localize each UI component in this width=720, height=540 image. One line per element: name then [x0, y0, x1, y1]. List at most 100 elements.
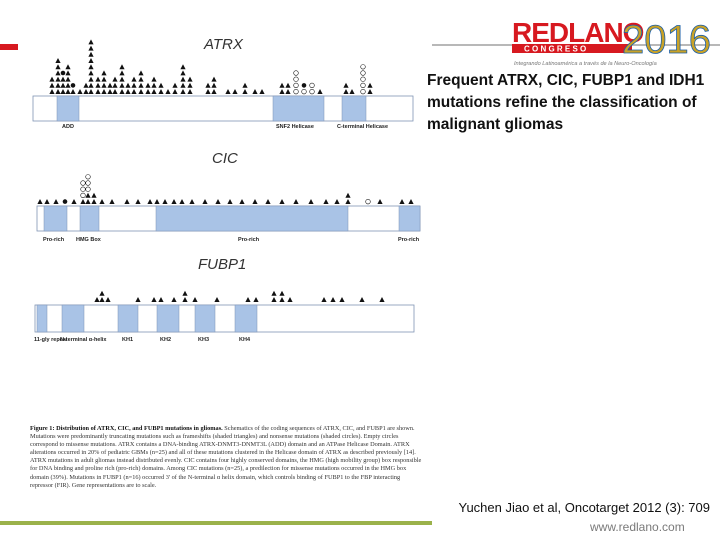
mutation-figure: ATRX ADD SNF2 Helicase C-terminal Helica… [30, 30, 425, 510]
fubp1-domain-kh3 [194, 304, 216, 333]
truncating-mutation-triangle [131, 76, 137, 82]
atrx-label-snf2: SNF2 Helicase [276, 124, 314, 130]
atrx-domain-add [56, 95, 80, 122]
cic-domain-prorich-2 [155, 205, 349, 232]
truncating-mutation-triangle [60, 89, 66, 94]
truncating-mutation-triangle [279, 89, 285, 94]
truncating-mutation-triangle [408, 199, 414, 204]
truncating-mutation-triangle [88, 64, 94, 70]
truncating-mutation-triangle [180, 89, 186, 94]
truncating-mutation-triangle [101, 76, 107, 82]
truncating-mutation-triangle [205, 89, 211, 94]
truncating-mutation-triangle [147, 199, 153, 204]
truncating-mutation-triangle [105, 297, 111, 302]
truncating-mutation-triangle [180, 82, 186, 88]
citation: Yuchen Jiao et al, Oncotarget 2012 (3): … [458, 500, 710, 515]
truncating-mutation-triangle [180, 64, 186, 70]
redlano-logo: REDLANO C O N G R E S O 2016 Integrando … [510, 10, 715, 80]
cic-label-hmg: HMG Box [76, 237, 102, 243]
fubp1-label-kh4: KH4 [239, 337, 251, 343]
missense-mutation-circle [360, 64, 366, 70]
truncating-mutation-triangle [138, 89, 144, 94]
cic-domain-hmg [79, 205, 100, 232]
truncating-mutation-triangle [165, 89, 171, 94]
truncating-mutation-triangle [171, 297, 177, 302]
truncating-mutation-triangle [60, 76, 66, 82]
fubp1-gene-bar [34, 304, 415, 333]
truncating-mutation-triangle [321, 297, 327, 302]
truncating-mutation-triangle [145, 82, 151, 88]
truncating-mutation-triangle [53, 199, 59, 204]
truncating-mutation-triangle [245, 297, 251, 302]
truncating-mutation-triangle [279, 297, 285, 302]
truncating-mutation-triangle [88, 39, 94, 45]
truncating-mutation-triangle [187, 89, 193, 94]
truncating-mutation-triangle [99, 290, 105, 296]
truncating-mutation-triangle [119, 89, 125, 94]
fubp1-domain-kh2 [156, 304, 180, 333]
truncating-mutation-triangle [65, 70, 71, 76]
atrx-mutation-marks [49, 39, 373, 95]
truncating-mutation-triangle [112, 76, 118, 82]
truncating-mutation-triangle [37, 199, 43, 204]
fubp1-mutation-marks [94, 290, 385, 302]
truncating-mutation-triangle [172, 82, 178, 88]
fubp1-label-kh3: KH3 [198, 337, 209, 343]
truncating-mutation-triangle [334, 199, 340, 204]
truncating-mutation-triangle [44, 199, 50, 204]
fubp1-label-kh2: KH2 [160, 337, 171, 343]
cic-domain-prorich-3 [398, 205, 421, 232]
logo-congress-band [512, 44, 632, 53]
truncating-mutation-triangle [287, 297, 293, 302]
truncating-mutation-triangle [65, 76, 71, 82]
logo-red-text: REDLANO [512, 17, 644, 48]
missense-mutation-circle [360, 88, 366, 95]
header-red-bar [0, 44, 18, 50]
atrx-label-add: ADD [62, 124, 74, 130]
cic-label-prorich-3: Pro-rich [398, 237, 420, 243]
missense-mutation-circle [301, 88, 307, 95]
truncating-mutation-triangle [189, 199, 195, 204]
missense-mutation-circle [360, 82, 366, 89]
redlano-logo-graphic: REDLANO C O N G R E S O 2016 Integrando … [512, 17, 711, 67]
fubp1-domain-gly [36, 304, 48, 333]
fubp1-domain-nterm [61, 304, 85, 333]
missense-mutation-circle [309, 88, 315, 95]
truncating-mutation-triangle [330, 297, 336, 302]
truncating-mutation-triangle [158, 89, 164, 94]
truncating-mutation-triangle [65, 89, 71, 94]
truncating-mutation-triangle [205, 82, 211, 88]
truncating-mutation-triangle [211, 76, 217, 82]
figure-caption: Figure 1: Distribution of ATRX, CIC, and… [30, 425, 422, 490]
missense-mutation-circle [309, 82, 315, 89]
truncating-mutation-triangle [367, 89, 373, 94]
truncating-mutation-triangle [91, 199, 97, 204]
truncating-mutation-triangle [317, 89, 323, 94]
missense-mutation-circle [80, 192, 86, 198]
cic-mutation-marks [37, 174, 414, 205]
truncating-mutation-triangle [88, 82, 94, 88]
truncating-mutation-triangle [171, 199, 177, 204]
truncating-mutation-triangle [279, 290, 285, 296]
truncating-mutation-triangle [125, 89, 131, 94]
truncating-mutation-triangle [95, 89, 101, 94]
footer-url[interactable]: www.redlano.com [590, 520, 685, 534]
truncating-mutation-triangle [55, 89, 61, 94]
logo-congress-text: C O N G R E S O [524, 45, 586, 54]
logo-tagline: Integrando Latinoamérica a través de la … [514, 61, 657, 67]
truncating-mutation-triangle [162, 199, 168, 204]
truncating-mutation-triangle [101, 89, 107, 94]
truncating-mutation-triangle [279, 199, 285, 204]
missense-mutation-circle [293, 70, 299, 76]
truncating-mutation-triangle [253, 297, 259, 302]
missense-mutation-circle [360, 76, 366, 82]
truncating-mutation-triangle [99, 199, 105, 204]
truncating-mutation-triangle [227, 199, 233, 204]
truncating-mutation-triangle [399, 199, 405, 204]
truncating-mutation-triangle [49, 76, 55, 82]
truncating-mutation-triangle [377, 199, 383, 204]
truncating-mutation-triangle [308, 199, 314, 204]
truncating-mutation-triangle [55, 58, 61, 63]
truncating-mutation-triangle [265, 199, 271, 204]
truncating-mutation-triangle [158, 297, 164, 302]
